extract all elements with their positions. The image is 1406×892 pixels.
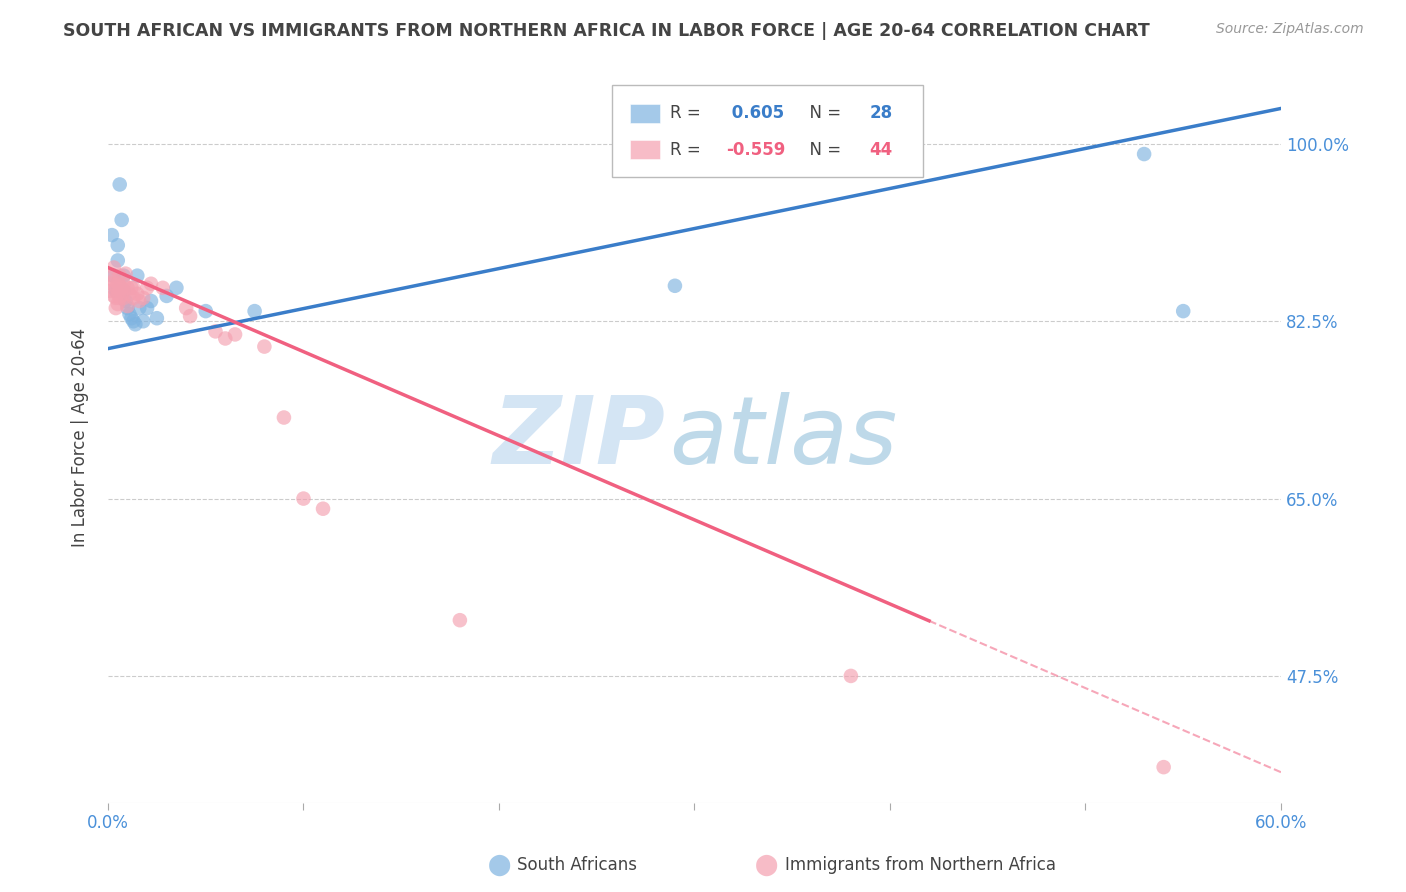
Point	[108, 278, 131, 293]
Point	[127, 286, 149, 301]
Point	[111, 213, 134, 227]
Point	[107, 238, 129, 252]
Point	[108, 268, 131, 283]
Point	[104, 281, 127, 295]
Point	[103, 274, 125, 288]
Text: 44: 44	[869, 141, 893, 159]
Point	[108, 291, 131, 305]
Text: N =: N =	[799, 141, 846, 159]
Point	[101, 277, 124, 291]
Point	[179, 309, 201, 323]
Point	[224, 327, 246, 342]
Point	[243, 304, 266, 318]
Point	[132, 314, 155, 328]
Text: Source: ZipAtlas.com: Source: ZipAtlas.com	[1216, 22, 1364, 37]
Point	[1133, 147, 1156, 161]
Point	[114, 293, 136, 308]
Text: ⬤: ⬤	[488, 855, 510, 876]
Point	[118, 286, 141, 301]
Text: ZIP: ZIP	[492, 392, 665, 483]
Text: N =: N =	[799, 104, 846, 122]
Point	[253, 340, 276, 354]
Point	[127, 268, 149, 283]
Text: atlas: atlas	[669, 392, 897, 483]
Point	[103, 268, 125, 283]
Point	[108, 178, 131, 192]
Text: 28: 28	[869, 104, 893, 122]
Point	[136, 281, 159, 295]
Point	[104, 301, 127, 315]
Point	[136, 301, 159, 315]
Point	[118, 307, 141, 321]
Point	[449, 613, 471, 627]
Point	[98, 284, 121, 298]
Point	[156, 289, 179, 303]
Point	[103, 260, 125, 275]
Point	[664, 278, 686, 293]
Point	[1173, 304, 1195, 318]
Point	[122, 281, 145, 295]
Point	[139, 277, 162, 291]
Point	[107, 297, 129, 311]
Point	[122, 291, 145, 305]
Point	[101, 228, 124, 243]
Point	[139, 293, 162, 308]
Point	[120, 311, 142, 326]
Point	[146, 311, 169, 326]
Point	[103, 289, 125, 303]
Point	[214, 331, 236, 345]
Point	[107, 277, 129, 291]
Point	[124, 318, 146, 332]
Point	[1153, 760, 1175, 774]
Point	[117, 301, 139, 315]
Text: SOUTH AFRICAN VS IMMIGRANTS FROM NORTHERN AFRICA IN LABOR FORCE | AGE 20-64 CORR: SOUTH AFRICAN VS IMMIGRANTS FROM NORTHER…	[63, 22, 1150, 40]
Point	[312, 501, 335, 516]
FancyBboxPatch shape	[630, 140, 661, 159]
Point	[112, 291, 135, 305]
Point	[194, 304, 217, 318]
Point	[104, 291, 127, 305]
FancyBboxPatch shape	[630, 103, 661, 122]
Text: Immigrants from Northern Africa: Immigrants from Northern Africa	[785, 856, 1056, 874]
Text: R =: R =	[669, 104, 706, 122]
Point	[204, 325, 226, 339]
Text: ⬤: ⬤	[755, 855, 778, 876]
Point	[111, 281, 134, 295]
Point	[120, 281, 142, 295]
Text: 0.605: 0.605	[725, 104, 785, 122]
FancyBboxPatch shape	[613, 86, 924, 177]
Point	[128, 301, 150, 315]
Point	[107, 253, 129, 268]
Point	[112, 284, 135, 298]
Point	[839, 669, 862, 683]
Point	[117, 281, 139, 295]
Text: R =: R =	[669, 141, 706, 159]
Point	[174, 301, 197, 315]
Point	[292, 491, 315, 506]
Point	[165, 281, 187, 295]
Point	[132, 291, 155, 305]
Text: South Africans: South Africans	[517, 856, 637, 874]
Point	[112, 268, 135, 283]
Point	[112, 277, 135, 291]
Point	[111, 289, 134, 303]
Point	[128, 293, 150, 308]
Point	[152, 281, 174, 295]
Point	[273, 410, 295, 425]
Y-axis label: In Labor Force | Age 20-64: In Labor Force | Age 20-64	[72, 328, 89, 548]
Point	[122, 314, 145, 328]
Point	[104, 284, 127, 298]
Point	[117, 299, 139, 313]
Point	[101, 268, 124, 283]
Text: -0.559: -0.559	[725, 141, 786, 159]
Point	[114, 267, 136, 281]
Point	[107, 286, 129, 301]
